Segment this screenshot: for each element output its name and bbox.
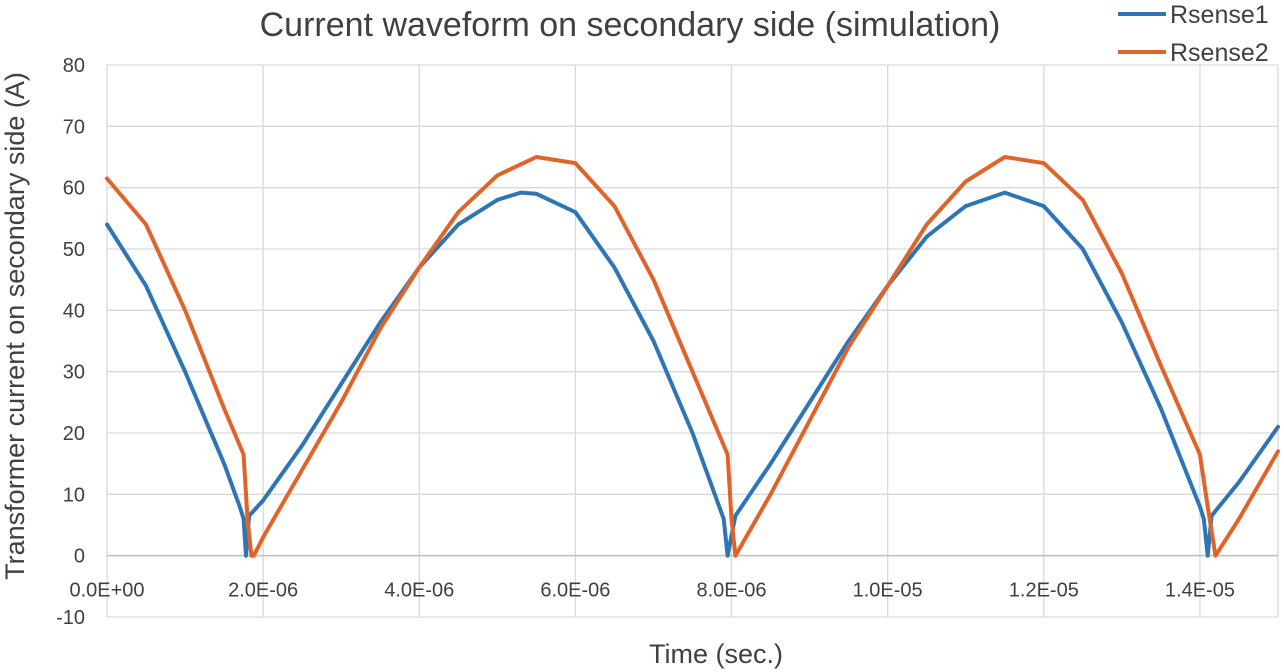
y-tick-label: 50	[63, 239, 85, 261]
y-tick-label: 20	[63, 423, 85, 445]
y-tick-label: 40	[63, 300, 85, 322]
x-tick-label: 4.0E-06	[384, 580, 454, 602]
y-tick-label: 80	[63, 55, 85, 77]
chart-title: Current waveform on secondary side (simu…	[260, 6, 1001, 44]
x-tick-label: 0.0E+00	[69, 580, 144, 602]
y-tick-label: 70	[63, 116, 85, 138]
y-tick-labels: 80 70 60 50 40 30 20 10 0 -10	[56, 55, 85, 629]
x-tick-label: 1.4E-05	[1165, 580, 1235, 602]
legend-label: Rsense1	[1170, 1, 1269, 29]
series-line-rsense2	[105, 155, 1280, 558]
x-tick-label: 1.0E-05	[853, 580, 923, 602]
grid	[106, 64, 1279, 618]
x-axis-label: Time (sec.)	[649, 639, 783, 669]
x-tick-label: 1.2E-05	[1009, 580, 1079, 602]
legend: Rsense1 Rsense2	[1118, 1, 1269, 67]
legend-label: Rsense2	[1170, 39, 1269, 67]
x-tick-label: 2.0E-06	[228, 580, 298, 602]
y-axis-label: Transformer current on secondary side (A…	[0, 72, 30, 580]
y-tick-label: -10	[56, 607, 85, 629]
y-tick-label: 60	[63, 178, 85, 200]
y-tick-label: 0	[74, 546, 85, 568]
x-tick-labels: 0.0E+00 2.0E-06 4.0E-06 6.0E-06 8.0E-06 1.0E-…	[69, 580, 1235, 602]
y-tick-label: 10	[63, 484, 85, 506]
y-tick-label: 30	[63, 362, 85, 384]
series-lines	[105, 155, 1280, 558]
x-tick-label: 6.0E-06	[540, 580, 610, 602]
x-tick-label: 8.0E-06	[697, 580, 767, 602]
